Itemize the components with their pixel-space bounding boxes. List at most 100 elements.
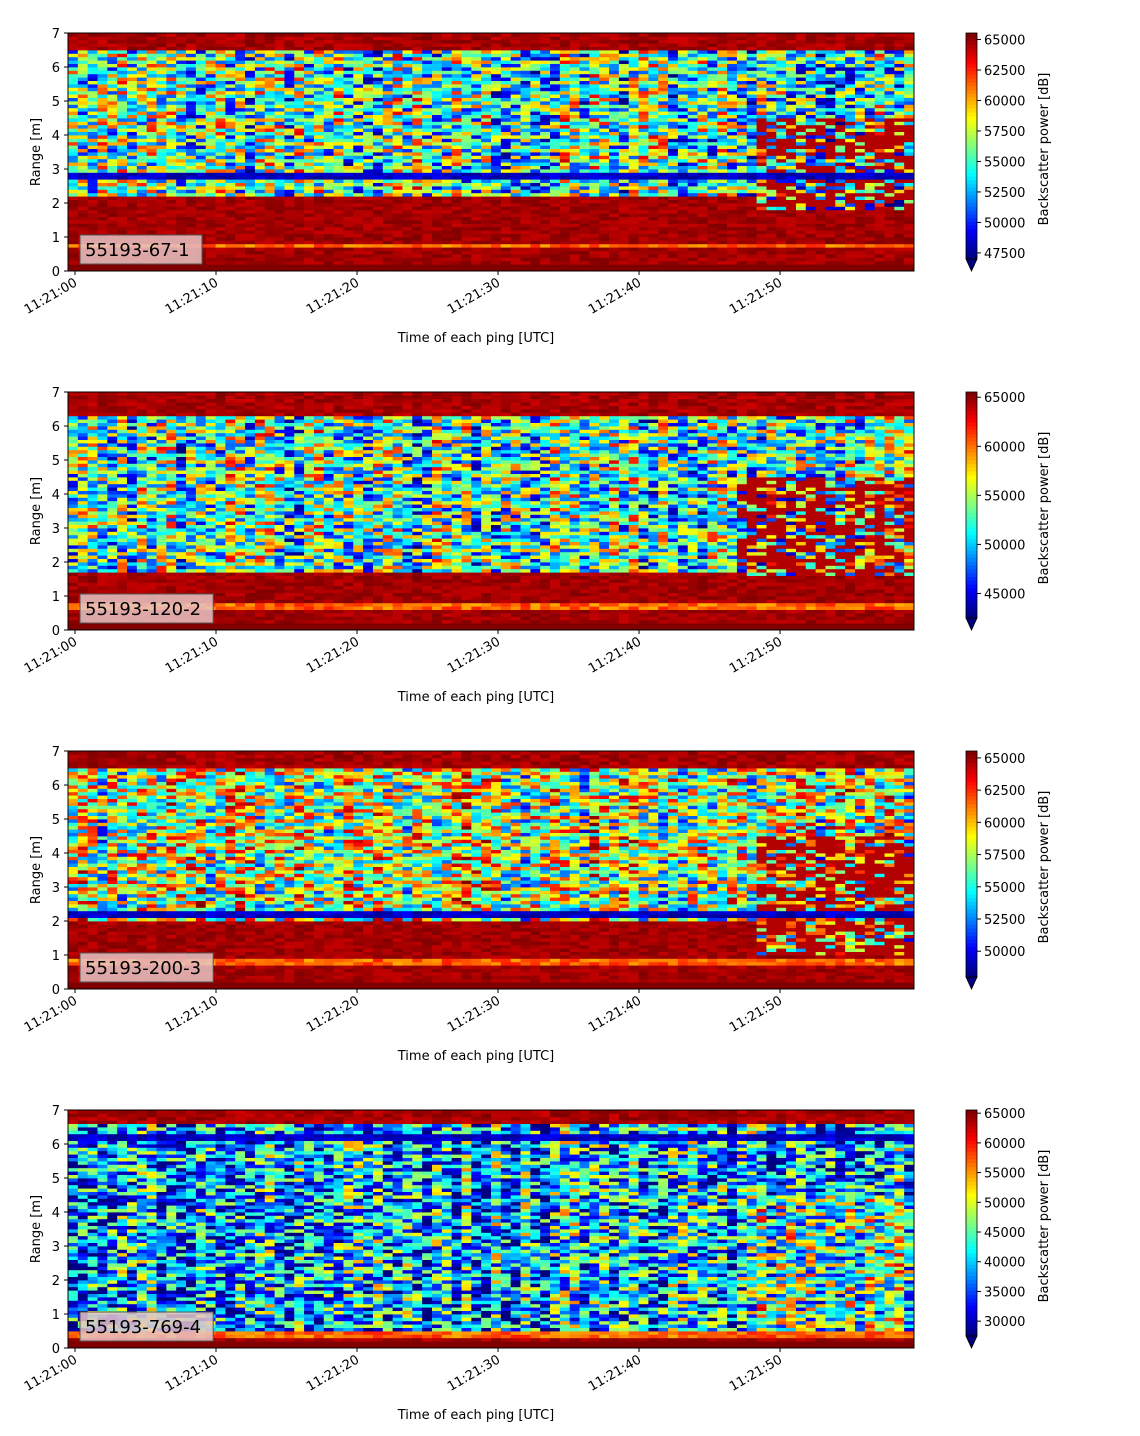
heatmap-cell	[265, 74, 275, 78]
heatmap-cell	[521, 179, 531, 183]
heatmap-cell	[717, 128, 727, 132]
heatmap-cell	[265, 135, 275, 139]
heatmap-cell	[166, 91, 176, 95]
heatmap-cell	[550, 115, 560, 119]
heatmap-cell	[137, 111, 147, 115]
heatmap-cell	[363, 57, 373, 61]
heatmap-cell	[186, 186, 196, 190]
heatmap-cell	[521, 159, 531, 163]
heatmap-cell	[530, 118, 540, 122]
heatmap-cell	[363, 47, 373, 51]
heatmap-cell	[580, 176, 590, 180]
heatmap-cell	[186, 118, 196, 122]
heatmap-cell	[570, 227, 580, 231]
heatmap-cell	[255, 64, 265, 68]
heatmap-cell	[284, 203, 294, 207]
heatmap-cell	[698, 98, 708, 102]
heatmap-cell	[452, 261, 462, 265]
heatmap-cell	[560, 84, 570, 88]
heatmap-cell	[550, 36, 560, 40]
heatmap-cell	[235, 234, 245, 238]
heatmap-cell	[137, 70, 147, 74]
heatmap-cell	[412, 50, 422, 54]
heatmap-cell	[98, 70, 108, 74]
heatmap-cell	[442, 132, 452, 136]
heatmap-cell	[491, 240, 501, 244]
heatmap-cell	[412, 36, 422, 40]
heatmap-cell	[284, 264, 294, 268]
heatmap-cell	[570, 36, 580, 40]
heatmap-cell	[580, 94, 590, 98]
heatmap-cell	[629, 230, 639, 234]
heatmap-cell	[176, 87, 186, 91]
heatmap-cell	[402, 36, 412, 40]
heatmap-cell	[334, 200, 344, 204]
heatmap-cell	[402, 57, 412, 61]
heatmap-cell	[147, 121, 157, 125]
heatmap-cell	[265, 217, 275, 221]
heatmap-cell	[570, 261, 580, 265]
heatmap-cell	[127, 40, 137, 44]
heatmap-cell	[107, 227, 117, 231]
heatmap-cell	[432, 172, 442, 176]
heatmap-cell	[619, 237, 629, 241]
heatmap-cell	[609, 206, 619, 210]
heatmap-cell	[284, 179, 294, 183]
heatmap-cell	[521, 101, 531, 105]
heatmap-cell	[599, 186, 609, 190]
heatmap-cell	[304, 200, 314, 204]
heatmap-cell	[117, 70, 127, 74]
heatmap-cell	[196, 128, 206, 132]
heatmap-cell	[294, 84, 304, 88]
heatmap-cell	[68, 203, 78, 207]
heatmap-cell	[294, 257, 304, 261]
heatmap-cell	[275, 87, 285, 91]
heatmap-cell	[717, 67, 727, 71]
heatmap-cell	[648, 98, 658, 102]
heatmap-cell	[629, 40, 639, 44]
heatmap-cell	[353, 81, 363, 85]
heatmap-cell	[255, 200, 265, 204]
heatmap-cell	[648, 237, 658, 241]
heatmap-cell	[658, 50, 668, 54]
heatmap-cell	[609, 118, 619, 122]
heatmap-cell	[471, 57, 481, 61]
heatmap-cell	[619, 176, 629, 180]
heatmap-cell	[402, 111, 412, 115]
heatmap-cell	[265, 213, 275, 217]
heatmap-cell	[727, 50, 737, 54]
heatmap-cell	[216, 176, 226, 180]
heatmap-cell	[639, 162, 649, 166]
heatmap-cell	[737, 203, 747, 207]
heatmap-cell	[521, 240, 531, 244]
heatmap-cell	[737, 257, 747, 261]
heatmap-cell	[717, 203, 727, 207]
heatmap-cell	[383, 200, 393, 204]
heatmap-cell	[206, 264, 216, 268]
heatmap-cell	[609, 159, 619, 163]
heatmap-cell	[383, 53, 393, 57]
heatmap-cell	[717, 162, 727, 166]
heatmap-cell	[707, 217, 717, 221]
heatmap-cell	[304, 155, 314, 159]
heatmap-cell	[599, 213, 609, 217]
heatmap-cell	[707, 33, 717, 37]
heatmap-cell	[678, 193, 688, 197]
heatmap-cell	[235, 67, 245, 71]
heatmap-cell	[668, 149, 678, 153]
heatmap-cell	[698, 135, 708, 139]
heatmap-cell	[117, 193, 127, 197]
heatmap-cell	[353, 115, 363, 119]
heatmap-cell	[688, 189, 698, 193]
heatmap-cell	[698, 203, 708, 207]
heatmap-cell	[294, 244, 304, 248]
heatmap-cell	[422, 244, 432, 248]
heatmap-cell	[412, 210, 422, 214]
heatmap-cell	[68, 50, 78, 54]
heatmap-cell	[452, 166, 462, 170]
heatmap-cell	[530, 210, 540, 214]
heatmap-cell	[757, 47, 767, 51]
heatmap-cell	[688, 67, 698, 71]
heatmap-cell	[707, 47, 717, 51]
heatmap-cell	[235, 98, 245, 102]
